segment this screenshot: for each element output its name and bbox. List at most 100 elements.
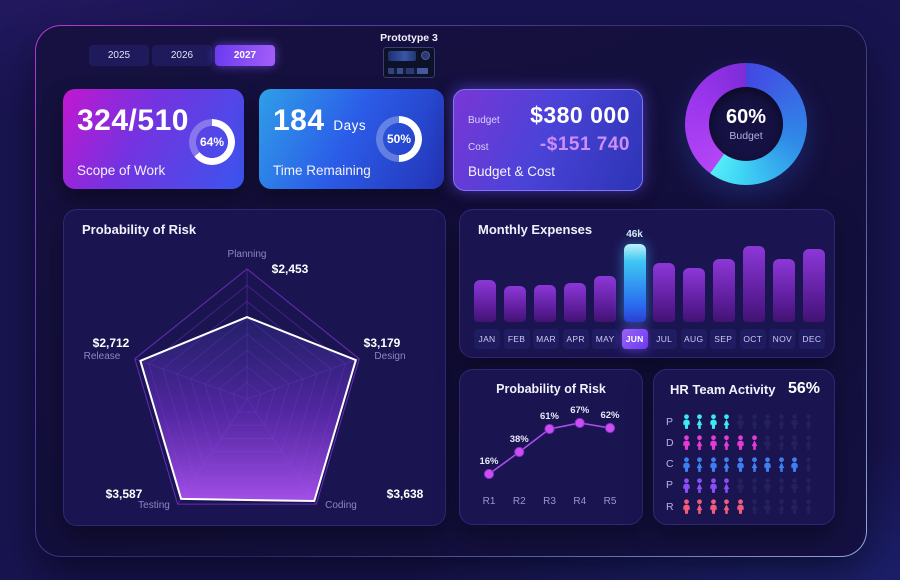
person-icon <box>764 478 771 493</box>
time-caption: Time Remaining <box>273 163 371 178</box>
year-tab-2026[interactable]: 2026 <box>152 45 212 66</box>
person-icon <box>751 456 757 472</box>
person-icon <box>791 456 799 472</box>
budget-label: Budget <box>468 115 500 126</box>
person-icon <box>764 435 771 451</box>
person-icon <box>737 478 744 493</box>
budget-donut-chart: 60% Budget <box>685 63 807 185</box>
progress-ring-arc <box>189 119 235 165</box>
person-icon <box>805 435 812 451</box>
person-icon <box>764 414 771 429</box>
person-icon <box>710 414 717 429</box>
expense-bar-dec <box>802 249 825 322</box>
month-pill-may[interactable]: MAY <box>592 329 619 349</box>
hr-row-p-3: P <box>666 478 826 493</box>
expense-bar-aug <box>683 268 706 322</box>
person-icon <box>724 478 730 493</box>
time-days-number: 184 <box>273 104 325 137</box>
month-pill-sep[interactable]: SEP <box>710 329 737 349</box>
highlight-value-label: 46k <box>626 229 643 240</box>
monthly-expenses-title: Monthly Expenses <box>478 222 593 237</box>
monthly-expenses-bars: 46k <box>474 229 825 322</box>
person-icon <box>764 499 771 514</box>
person-icon <box>778 435 785 451</box>
person-icon <box>696 456 703 472</box>
prototype-thumbnail[interactable] <box>383 47 435 78</box>
risk-x-label: R5 <box>604 496 617 507</box>
person-icon <box>805 456 812 472</box>
risk-point-label: 16% <box>479 456 499 467</box>
month-pill-apr[interactable]: APR <box>562 329 589 349</box>
year-tab-2025[interactable]: 2025 <box>89 45 149 66</box>
person-icon <box>791 435 799 451</box>
hr-row-c-2: C <box>666 456 826 472</box>
radar-series <box>139 316 357 503</box>
radar-value-coding: $3,638 <box>386 487 424 501</box>
person-icon <box>724 435 730 451</box>
expense-bar-feb <box>503 286 526 322</box>
probability-of-risk-line-card: Probability of Risk 16% R1 38% R2 61% R3 67% R4… <box>459 369 643 525</box>
month-pill-jan[interactable]: JAN <box>474 329 500 349</box>
month-pill-aug[interactable]: AUG <box>680 329 707 349</box>
risk-point-label: 62% <box>600 410 620 421</box>
hr-row-p-0: P <box>666 414 826 429</box>
time-remaining-card: 184 Days 50% Time Remaining <box>259 89 444 189</box>
risk-point-label: 38% <box>510 434 530 445</box>
person-icon <box>805 414 812 429</box>
radar-value-release: $2,712 <box>92 336 130 350</box>
risk-line-title: Probability of Risk <box>496 382 606 396</box>
radar-axis-release: Release <box>83 351 121 362</box>
person-icon <box>737 435 744 451</box>
month-pill-dec[interactable]: DEC <box>798 329 825 349</box>
risk-point-r3 <box>544 423 555 435</box>
dashboard-panel: 2025 2026 2027 Prototype 3 324/510 64% S… <box>35 25 867 557</box>
person-icon <box>710 456 717 472</box>
month-pill-feb[interactable]: FEB <box>503 329 530 349</box>
expense-bar-sep <box>713 259 736 322</box>
risk-point-r2 <box>514 446 525 458</box>
month-pill-oct[interactable]: OCT <box>739 329 766 349</box>
risk-x-label: R1 <box>483 496 496 507</box>
radar-axis-testing: Testing <box>138 500 170 511</box>
year-tab-2027[interactable]: 2027 <box>215 45 275 66</box>
person-icon <box>737 414 744 429</box>
time-percent: 50% <box>386 132 412 146</box>
person-icon <box>791 414 799 429</box>
person-icon <box>696 414 703 429</box>
person-icon <box>682 478 690 493</box>
month-pill-jul[interactable]: JUL <box>651 329 678 349</box>
person-icon <box>778 499 785 514</box>
person-icon <box>778 456 785 472</box>
person-icon <box>751 478 757 493</box>
budget-donut-caption: Budget <box>729 130 763 142</box>
expense-bar-mar <box>533 285 556 322</box>
cost-amount: -$151 740 <box>539 134 630 155</box>
probability-of-risk-radar-card: Probability of Risk Planning $2,453 $3,1… <box>63 209 446 526</box>
risk-point-r5 <box>604 422 616 434</box>
year-tabs: 2025 2026 2027 <box>89 45 275 66</box>
month-pill-jun[interactable]: JUN <box>621 329 648 349</box>
person-icon <box>682 499 690 514</box>
expense-bar-jul <box>653 263 676 322</box>
month-pill-nov[interactable]: NOV <box>769 329 796 349</box>
hr-row-d-1: D <box>666 435 826 451</box>
radar-axis-coding: Coding <box>325 500 357 511</box>
risk-x-label: R3 <box>543 496 556 507</box>
risk-x-label: R4 <box>573 496 586 507</box>
time-value: 184 Days <box>273 104 366 138</box>
month-pill-mar[interactable]: MAR <box>533 329 560 349</box>
person-icon <box>682 435 690 451</box>
expense-bar-apr <box>563 283 586 322</box>
prototype-knob <box>421 51 430 60</box>
risk-point-label: 61% <box>540 411 560 422</box>
expense-bar-nov <box>773 259 796 322</box>
person-icon <box>791 478 799 493</box>
prototype-screen <box>388 51 416 61</box>
person-icon <box>751 499 757 514</box>
scope-percent: 64% <box>199 135 225 149</box>
expense-bar-jun: 46k <box>623 229 646 322</box>
expense-bar-oct <box>743 246 766 322</box>
expense-bar-jan <box>474 280 496 322</box>
person-icon <box>778 478 785 493</box>
person-icon <box>710 435 717 451</box>
